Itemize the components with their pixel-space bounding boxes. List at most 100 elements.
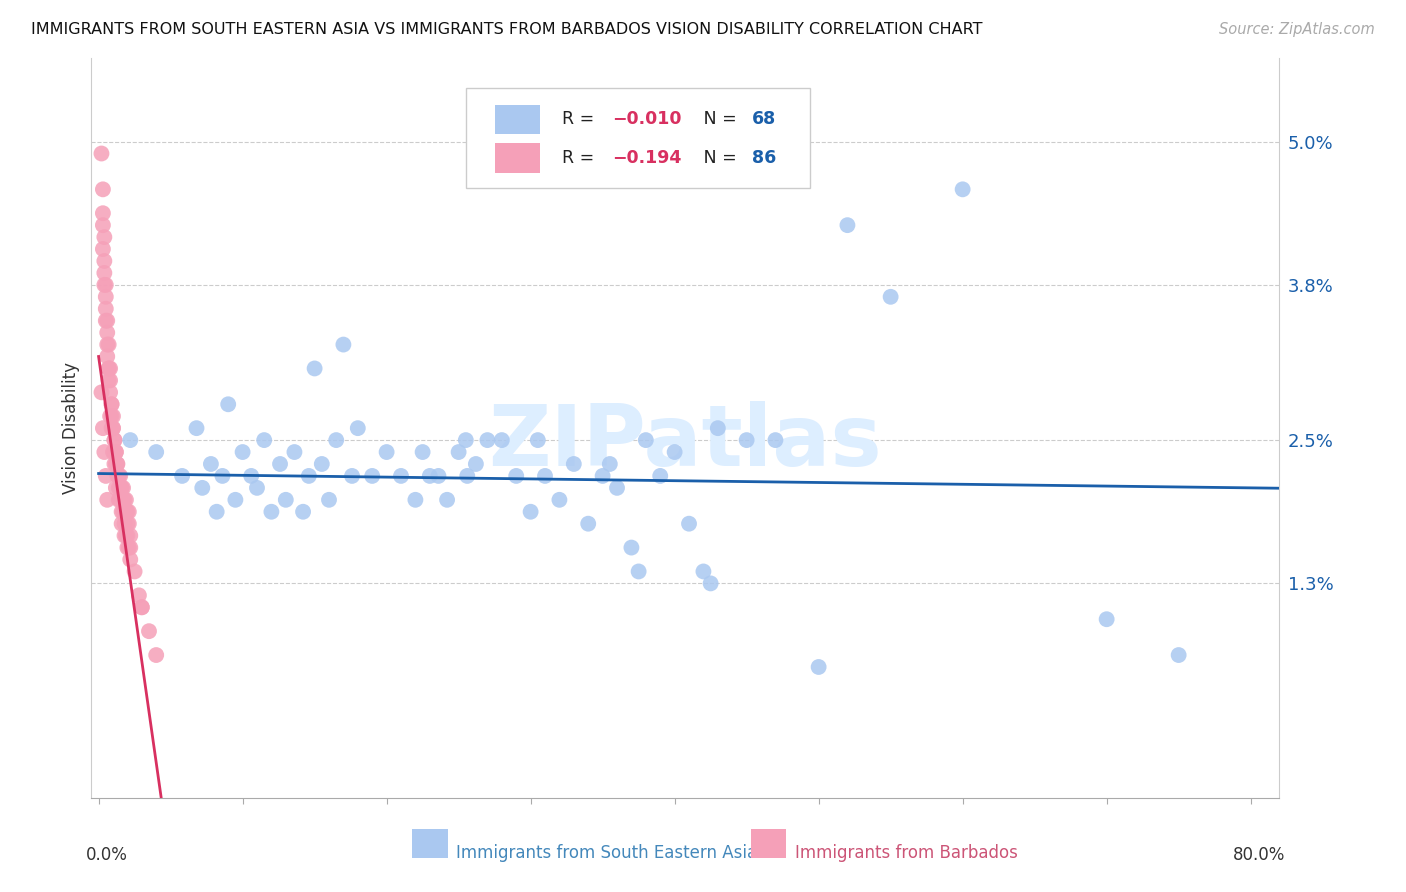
Text: IMMIGRANTS FROM SOUTH EASTERN ASIA VS IMMIGRANTS FROM BARBADOS VISION DISABILITY: IMMIGRANTS FROM SOUTH EASTERN ASIA VS IM… bbox=[31, 22, 983, 37]
Point bbox=[117, 528, 139, 542]
Point bbox=[93, 230, 115, 244]
Point bbox=[118, 505, 141, 519]
Point bbox=[361, 469, 384, 483]
Text: 68: 68 bbox=[752, 111, 776, 128]
Point bbox=[205, 505, 228, 519]
Point bbox=[91, 421, 114, 435]
Point bbox=[128, 588, 150, 602]
Point bbox=[375, 445, 398, 459]
Text: N =: N = bbox=[686, 111, 742, 128]
Point bbox=[138, 624, 160, 639]
FancyBboxPatch shape bbox=[495, 104, 540, 134]
Point bbox=[94, 469, 117, 483]
Point bbox=[274, 492, 297, 507]
Text: N =: N = bbox=[686, 149, 742, 167]
Point bbox=[707, 421, 730, 435]
Point bbox=[145, 445, 167, 459]
Point bbox=[419, 469, 441, 483]
Point bbox=[97, 361, 120, 376]
Point bbox=[96, 337, 118, 351]
Point bbox=[108, 469, 131, 483]
Point bbox=[117, 505, 139, 519]
Point bbox=[107, 469, 129, 483]
Point bbox=[678, 516, 700, 531]
Point bbox=[120, 528, 142, 542]
Point bbox=[98, 361, 121, 376]
Point bbox=[98, 373, 121, 387]
Point bbox=[217, 397, 239, 411]
Point bbox=[118, 541, 141, 555]
Point bbox=[311, 457, 333, 471]
Point bbox=[346, 421, 368, 435]
Point bbox=[464, 457, 486, 471]
Point bbox=[94, 277, 117, 292]
Point bbox=[111, 481, 134, 495]
Point bbox=[505, 469, 527, 483]
Point bbox=[404, 492, 426, 507]
Point bbox=[111, 481, 134, 495]
Point bbox=[118, 516, 141, 531]
Point bbox=[103, 445, 125, 459]
Point bbox=[112, 505, 135, 519]
Point bbox=[101, 421, 124, 435]
Point bbox=[491, 433, 513, 447]
Point bbox=[807, 660, 830, 674]
Point bbox=[634, 433, 657, 447]
Point bbox=[120, 552, 142, 566]
Point bbox=[93, 445, 115, 459]
Point bbox=[592, 469, 614, 483]
Point bbox=[765, 433, 787, 447]
Point bbox=[112, 481, 135, 495]
Point bbox=[412, 445, 434, 459]
Point bbox=[112, 492, 135, 507]
Point bbox=[105, 457, 128, 471]
Point bbox=[94, 290, 117, 304]
Point bbox=[304, 361, 326, 376]
Point bbox=[104, 445, 127, 459]
Point bbox=[879, 290, 901, 304]
Point bbox=[576, 516, 599, 531]
Point bbox=[90, 146, 112, 161]
Text: R =: R = bbox=[562, 111, 599, 128]
Point bbox=[115, 492, 138, 507]
Point bbox=[735, 433, 758, 447]
Point bbox=[200, 457, 222, 471]
Point bbox=[96, 326, 118, 340]
Text: ZIPatlas: ZIPatlas bbox=[488, 401, 883, 484]
Point bbox=[627, 565, 650, 579]
Point bbox=[534, 469, 557, 483]
Point bbox=[111, 516, 134, 531]
Point bbox=[93, 266, 115, 280]
Point bbox=[292, 505, 315, 519]
Point bbox=[96, 314, 118, 328]
Point bbox=[240, 469, 263, 483]
Point bbox=[94, 314, 117, 328]
Point bbox=[318, 492, 340, 507]
Point bbox=[283, 445, 305, 459]
Point bbox=[527, 433, 550, 447]
Point bbox=[117, 541, 139, 555]
Point bbox=[98, 409, 121, 424]
Point bbox=[107, 492, 129, 507]
Point bbox=[94, 301, 117, 316]
Text: Immigrants from South Eastern Asia: Immigrants from South Eastern Asia bbox=[456, 844, 758, 863]
Point bbox=[599, 457, 621, 471]
Point bbox=[145, 648, 167, 662]
Point bbox=[562, 457, 585, 471]
Point bbox=[692, 565, 714, 579]
Point bbox=[96, 492, 118, 507]
Point bbox=[269, 457, 291, 471]
Point bbox=[650, 469, 672, 483]
Point bbox=[389, 469, 412, 483]
Point bbox=[101, 421, 124, 435]
Point bbox=[93, 254, 115, 268]
Point bbox=[620, 541, 643, 555]
Text: −0.010: −0.010 bbox=[612, 111, 682, 128]
Point bbox=[186, 421, 208, 435]
Point bbox=[104, 457, 127, 471]
Point bbox=[104, 481, 127, 495]
Point bbox=[107, 481, 129, 495]
Point bbox=[232, 445, 254, 459]
Point bbox=[952, 182, 974, 196]
Point bbox=[103, 433, 125, 447]
